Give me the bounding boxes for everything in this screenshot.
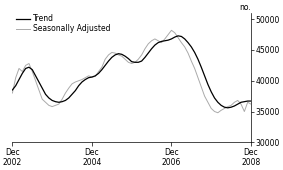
Text: no.: no. bbox=[239, 3, 251, 12]
Legend: Trend, Seasonally Adjusted: Trend, Seasonally Adjusted bbox=[16, 14, 111, 33]
